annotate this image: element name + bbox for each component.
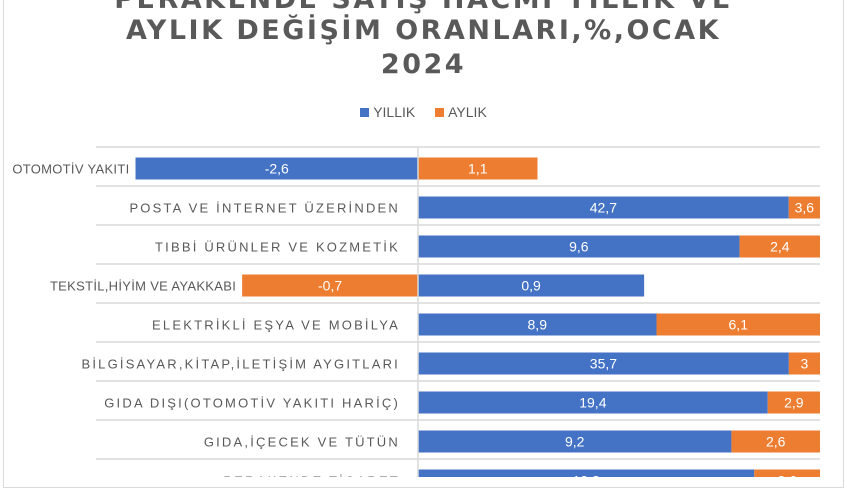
- data-label: 6,1: [729, 317, 749, 333]
- bar-aylik: [788, 352, 820, 375]
- legend: YILLIK AYLIK: [0, 104, 847, 120]
- bar-yillik: [418, 196, 789, 219]
- legend-label-yillik: YILLIK: [373, 104, 416, 120]
- legend-label-aylik: AYLIK: [448, 104, 487, 120]
- category-label: PERAKENDE TİCARET: [223, 474, 400, 478]
- bar-aylik: [731, 430, 820, 453]
- category-label: POSTA VE İNTERNET ÜZERİNDEN: [129, 201, 400, 216]
- data-label: 2,9: [784, 395, 804, 411]
- bar-yillik: [135, 157, 418, 180]
- bar-aylik: [656, 313, 820, 336]
- data-label: -2,6: [265, 161, 289, 177]
- category-label: GIDA DIŞI(OTOMOTİV YAKITI HARİÇ): [104, 396, 400, 411]
- bar-yillik: [418, 469, 755, 477]
- data-label: 3,6: [795, 200, 815, 216]
- data-label: 13,3: [573, 473, 600, 478]
- bar-aylik: [754, 469, 820, 477]
- plot-area: -2,6 1,1 OTOMOTİV YAKITI 42,7 3,6 POSTA VE İN…: [12, 146, 820, 478]
- data-label: 3: [801, 356, 809, 372]
- category-label: OTOMOTİV YAKITI: [12, 162, 129, 177]
- bar-aylik: [242, 274, 418, 297]
- data-label: -0,7: [318, 278, 342, 294]
- legend-swatch-aylik: [435, 108, 445, 117]
- data-label: 2,6: [777, 473, 797, 478]
- chart-title-line-1: PERAKENDE SATIŞ HACMİ YILLIK VE: [0, 0, 847, 17]
- bar-yillik: [418, 313, 657, 336]
- bar-yillik: [418, 391, 768, 414]
- bar-aylik: [788, 196, 820, 219]
- category-label: GIDA,İÇECEK VE TÜTÜN: [204, 435, 400, 450]
- bar-aylik: [418, 157, 538, 180]
- bar-yillik: [418, 235, 740, 258]
- data-label: 9,6: [569, 239, 589, 255]
- data-label: 9,2: [565, 434, 585, 450]
- data-label: 0,9: [521, 278, 541, 294]
- bar-yillik: [418, 352, 789, 375]
- category-label: TIBBİ ÜRÜNLER VE KOZMETİK: [155, 240, 400, 255]
- data-label: 8,9: [528, 317, 548, 333]
- data-label: 2,4: [770, 239, 790, 255]
- data-label: 2,6: [766, 434, 786, 450]
- category-label: BİLGİSAYAR,KİTAP,İLETİŞİM AYGITLARI: [81, 357, 400, 372]
- data-label: 42,7: [590, 200, 617, 216]
- chart-title-line-3: 2024: [380, 49, 467, 80]
- legend-swatch-yillik: [360, 108, 370, 117]
- bar-yillik: [418, 430, 732, 453]
- legend-item-yillik: YILLIK: [360, 104, 415, 120]
- data-label: 19,4: [579, 395, 606, 411]
- category-label: TEKSTİL,HİYİM VE AYAKKABI: [50, 279, 236, 294]
- bar-yillik: [418, 274, 645, 297]
- data-label: 1,1: [468, 161, 488, 177]
- bar-aylik: [767, 391, 820, 414]
- data-label: 35,7: [590, 356, 617, 372]
- bar-aylik: [739, 235, 820, 258]
- category-label: ELEKTRİKLİ EŞYA VE MOBİLYA: [152, 318, 400, 333]
- chart-title-line-2: AYLIK DEĞİŞİM ORANLARI,%,OCAK: [125, 15, 722, 46]
- legend-item-aylik: AYLIK: [435, 104, 487, 120]
